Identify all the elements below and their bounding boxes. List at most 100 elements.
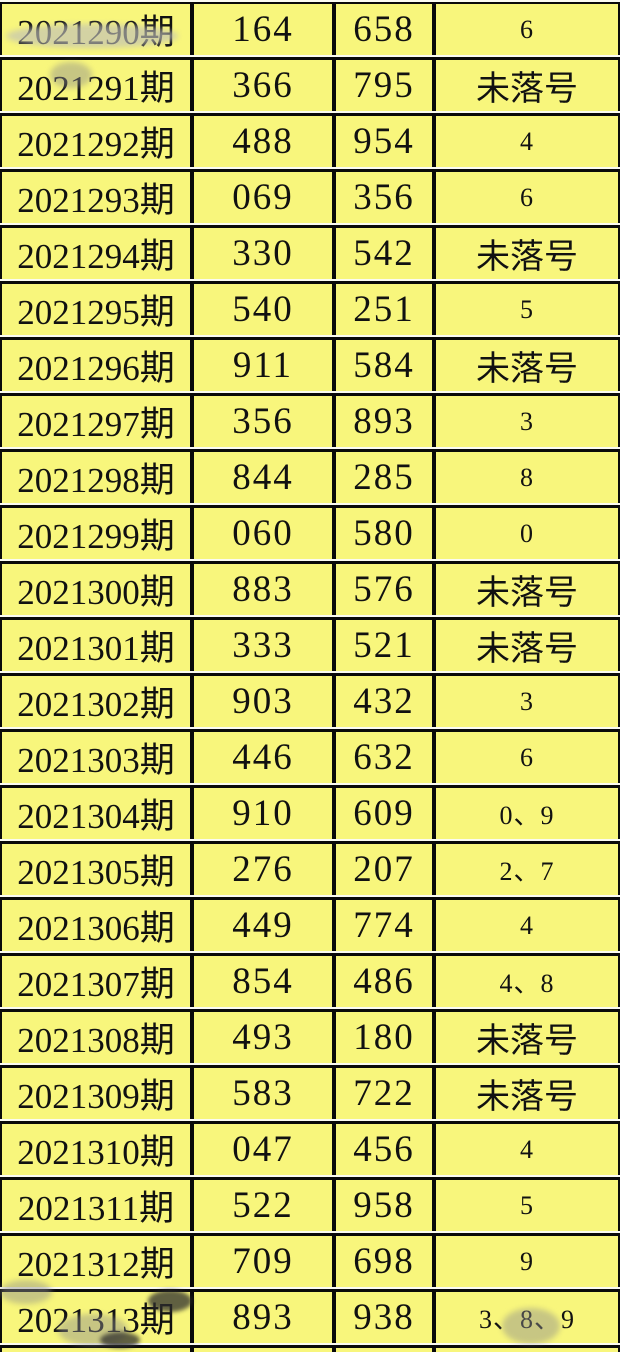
drop-status-cell: 5: [434, 281, 620, 335]
period-cell: 2021295期: [0, 281, 192, 335]
prize-number-cell: 584: [334, 337, 434, 391]
drop-status-cell: 3、8、9: [434, 1289, 620, 1343]
period-cell: 2021299期: [0, 505, 192, 559]
period-cell: 2021292期: [0, 113, 192, 167]
period-cell: 2021305期: [0, 841, 192, 895]
prize-number-cell: 958: [334, 1177, 434, 1231]
test-number-cell: 522: [192, 1177, 334, 1231]
drop-status-cell: 4、8: [434, 953, 620, 1007]
table-row: 2021293期 069 356 6: [0, 169, 620, 223]
table-row: 2021302期 903 432 3: [0, 673, 620, 727]
table-row: 2021299期 060 580 0: [0, 505, 620, 559]
period-cell: 2021313期: [0, 1289, 192, 1343]
prize-number-cell: 632: [334, 729, 434, 783]
period-cell: 2021298期: [0, 449, 192, 503]
period-cell: 2021294期: [0, 225, 192, 279]
drop-status-cell: 4: [434, 897, 620, 951]
test-number-cell: 047: [192, 1121, 334, 1175]
drop-status-cell: 未落号: [434, 57, 620, 111]
test-number-cell: 060: [192, 505, 334, 559]
period-cell: 2021297期: [0, 393, 192, 447]
test-number-cell: 903: [192, 673, 334, 727]
table-row: 2021294期 330 542 未落号: [0, 225, 620, 279]
test-number-cell: 540: [192, 281, 334, 335]
prize-number-cell: 938: [334, 1289, 434, 1343]
drop-status-cell: 3: [434, 393, 620, 447]
test-number-cell: 276: [192, 841, 334, 895]
prize-number-cell: 580: [334, 505, 434, 559]
period-cell: 2021291期: [0, 57, 192, 111]
prize-number-cell: 521: [334, 617, 434, 671]
table-row: 2021296期 911 584 未落号: [0, 337, 620, 391]
drop-status-cell: 未落号: [434, 337, 620, 391]
prize-number-cell: 658: [334, 2, 434, 55]
prize-number-cell: 285: [334, 449, 434, 503]
prize-number-cell: 020: [334, 1345, 434, 1352]
test-number-cell: 366: [192, 57, 334, 111]
period-cell: 2021309期: [0, 1065, 192, 1119]
prize-number-cell: 576: [334, 561, 434, 615]
table-row: 2021310期 047 456 4: [0, 1121, 620, 1175]
drop-status-cell: 6: [434, 2, 620, 55]
drop-status-cell: 0: [434, 1345, 620, 1352]
prize-number-cell: 251: [334, 281, 434, 335]
drop-status-cell: 未落号: [434, 1009, 620, 1063]
table-row: 2021301期 333 521 未落号: [0, 617, 620, 671]
table-row: 2021291期 366 795 未落号: [0, 57, 620, 111]
prize-number-cell: 795: [334, 57, 434, 111]
period-cell: 2021306期: [0, 897, 192, 951]
period-cell: 2021302期: [0, 673, 192, 727]
period-cell: 2021307期: [0, 953, 192, 1007]
prize-number-cell: 356: [334, 169, 434, 223]
period-cell: 2021301期: [0, 617, 192, 671]
drop-status-cell: 0: [434, 505, 620, 559]
table-row: 2021308期 493 180 未落号: [0, 1009, 620, 1063]
table-row: 2021306期 449 774 4: [0, 897, 620, 951]
test-number-cell: 493: [192, 1009, 334, 1063]
prize-number-cell: 774: [334, 897, 434, 951]
test-number-cell: 164: [192, 2, 334, 55]
table-row: 2021295期 540 251 5: [0, 281, 620, 335]
table-row: 2021314期0940200: [0, 1345, 620, 1352]
period-cell: 2021312期: [0, 1233, 192, 1287]
test-number-cell: 094: [192, 1345, 334, 1352]
drop-status-cell: 6: [434, 169, 620, 223]
table-row: 2021298期 844 285 8: [0, 449, 620, 503]
period-cell: 2021304期: [0, 785, 192, 839]
period-cell: 2021296期: [0, 337, 192, 391]
prize-number-cell: 954: [334, 113, 434, 167]
test-number-cell: 893: [192, 1289, 334, 1343]
prize-number-cell: 432: [334, 673, 434, 727]
table-row: 2021304期 910 609 0、9: [0, 785, 620, 839]
table-row: 2021292期 488 954 4: [0, 113, 620, 167]
test-number-cell: 488: [192, 113, 334, 167]
drop-status-cell: 未落号: [434, 1065, 620, 1119]
table-row: 2021312期 709 698 9: [0, 1233, 620, 1287]
test-number-cell: 709: [192, 1233, 334, 1287]
prize-number-cell: 609: [334, 785, 434, 839]
drop-status-cell: 未落号: [434, 225, 620, 279]
period-cell: 2021290期: [0, 2, 192, 55]
test-number-cell: 844: [192, 449, 334, 503]
table-row: 2021309期 583 722 未落号: [0, 1065, 620, 1119]
prize-number-cell: 486: [334, 953, 434, 1007]
prize-number-cell: 456: [334, 1121, 434, 1175]
test-number-cell: 333: [192, 617, 334, 671]
test-number-cell: 910: [192, 785, 334, 839]
period-cell: 2021310期: [0, 1121, 192, 1175]
period-cell: 2021303期: [0, 729, 192, 783]
prize-number-cell: 698: [334, 1233, 434, 1287]
drop-status-cell: 未落号: [434, 561, 620, 615]
drop-status-cell: 未落号: [434, 617, 620, 671]
period-cell: 2021300期: [0, 561, 192, 615]
period-cell: 2021293期: [0, 169, 192, 223]
test-number-cell: 356: [192, 393, 334, 447]
drop-status-cell: 3: [434, 673, 620, 727]
drop-status-cell: 4: [434, 1121, 620, 1175]
test-number-cell: 583: [192, 1065, 334, 1119]
test-number-cell: 854: [192, 953, 334, 1007]
prize-number-cell: 893: [334, 393, 434, 447]
table-row: 2021297期 356 893 3: [0, 393, 620, 447]
